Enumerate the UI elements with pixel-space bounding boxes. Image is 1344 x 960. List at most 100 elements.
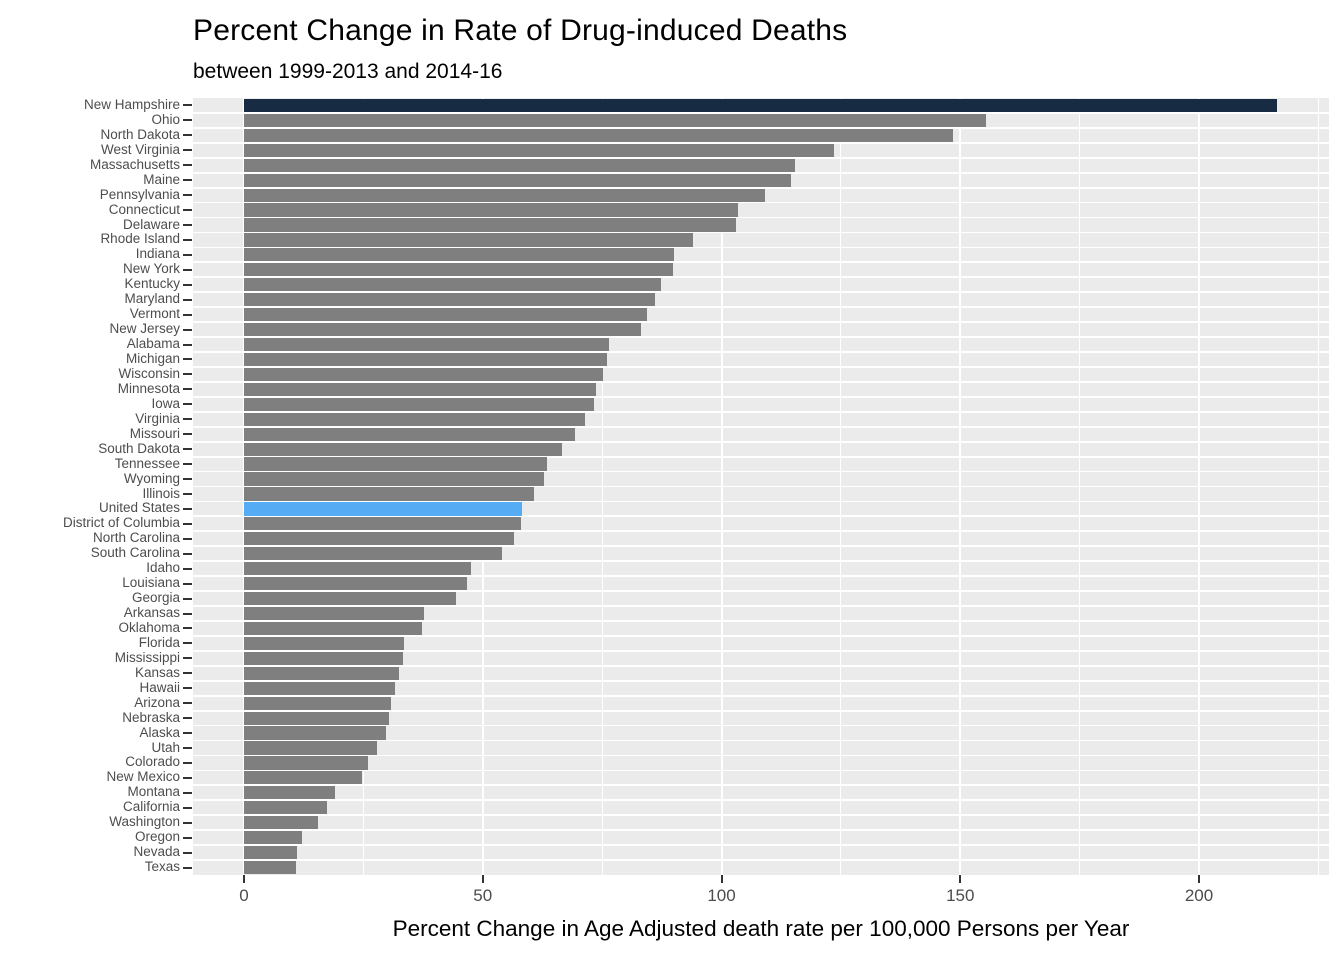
row-gridline: [193, 649, 1329, 652]
y-axis-label-hawaii: Hawaii: [139, 679, 180, 695]
y-axis-label-illinois: Illinois: [142, 485, 180, 501]
y-axis-label-montana: Montana: [127, 784, 180, 800]
row-gridline: [193, 844, 1329, 846]
row-gridline: [193, 814, 1329, 817]
row-gridline: [193, 470, 1329, 473]
y-tick-mark: [183, 388, 192, 391]
bar-united-states: [244, 502, 523, 516]
y-axis-label-kentucky: Kentucky: [124, 276, 180, 292]
y-tick-mark: [183, 433, 192, 436]
y-axis-label-tennessee: Tennessee: [114, 455, 180, 471]
bar-north-dakota: [244, 128, 953, 142]
bar-hawaii: [244, 681, 396, 695]
row-gridline: [193, 186, 1329, 189]
y-tick-mark: [183, 627, 192, 630]
y-tick-mark: [183, 522, 192, 525]
row-gridline: [193, 784, 1329, 787]
row-gridline: [193, 410, 1329, 413]
row-gridline: [193, 440, 1329, 443]
bar-south-carolina: [244, 547, 502, 561]
row-gridline: [193, 560, 1329, 563]
x-tick-label-150: 150: [946, 886, 975, 905]
y-axis-label-maine: Maine: [143, 171, 180, 187]
y-axis-tick-marks: [0, 98, 193, 875]
row-gridline: [193, 500, 1329, 503]
row-gridline: [193, 575, 1329, 578]
row-gridline: [193, 754, 1329, 757]
y-axis-label-texas: Texas: [144, 859, 180, 875]
bar-district-of-columbia: [244, 517, 521, 531]
row-gridline: [193, 126, 1329, 129]
y-tick-mark: [183, 343, 192, 346]
bar-pennsylvania: [244, 188, 765, 202]
bar-illinois: [244, 487, 534, 501]
row-gridline: [193, 381, 1329, 383]
row-gridline: [193, 724, 1329, 727]
row-gridline: [193, 515, 1329, 518]
y-axis-label-arizona: Arizona: [134, 694, 180, 710]
bar-connecticut: [244, 203, 739, 217]
x-tick-mark-100: [720, 875, 723, 883]
bar-florida: [244, 636, 404, 650]
y-tick-mark: [183, 717, 192, 720]
y-axis-label-new-jersey: New Jersey: [109, 321, 180, 337]
y-axis-label-arkansas: Arkansas: [123, 605, 180, 621]
y-tick-mark: [183, 358, 192, 361]
y-tick-mark: [183, 806, 192, 809]
bar-louisiana: [244, 577, 467, 591]
row-gridline: [193, 351, 1329, 353]
row-gridline: [193, 620, 1329, 622]
bar-georgia: [244, 591, 456, 606]
y-tick-mark: [183, 448, 192, 451]
y-axis-label-nebraska: Nebraska: [122, 709, 180, 725]
bar-washington: [244, 816, 319, 830]
y-axis-label-south-carolina: South Carolina: [90, 545, 180, 561]
bar-new-hampshire: [244, 98, 1278, 113]
y-axis-label-florida: Florida: [138, 634, 180, 650]
bar-iowa: [244, 397, 594, 411]
y-tick-mark: [183, 507, 192, 510]
bar-oregon: [244, 831, 302, 845]
y-axis-label-washington: Washington: [109, 814, 180, 830]
bar-wisconsin: [244, 367, 603, 382]
y-axis-label-wisconsin: Wisconsin: [118, 365, 180, 381]
y-axis-labels: New Hampshire Ohio North Dakota West Virgin…: [0, 97, 180, 875]
x-tick-mark-150: [959, 875, 962, 883]
y-tick-mark: [183, 194, 192, 197]
bar-alabama: [244, 337, 610, 352]
y-tick-mark: [183, 492, 192, 495]
row-gridline: [193, 156, 1329, 159]
y-axis-label-missouri: Missouri: [129, 425, 180, 441]
y-axis-label-new-york: New York: [122, 261, 180, 277]
bar-west-virginia: [244, 143, 835, 157]
y-axis-label-colorado: Colorado: [125, 754, 180, 770]
y-tick-mark: [183, 597, 192, 600]
y-tick-mark: [183, 418, 192, 421]
y-axis-label-united-states: United States: [98, 500, 180, 516]
bar-nebraska: [244, 711, 389, 725]
row-gridline: [193, 664, 1329, 667]
y-axis-label-maryland: Maryland: [124, 291, 180, 307]
bar-kentucky: [244, 278, 661, 292]
y-tick-mark: [183, 283, 192, 286]
y-tick-mark: [183, 732, 192, 735]
bar-new-mexico: [244, 771, 362, 785]
row-gridline: [193, 829, 1329, 832]
y-axis-label-rhode-island: Rhode Island: [100, 231, 180, 247]
row-gridline: [193, 291, 1329, 294]
bar-new-york: [244, 263, 674, 277]
y-tick-mark: [183, 478, 192, 481]
y-tick-mark: [183, 866, 192, 869]
y-axis-label-west-virginia: West Virginia: [100, 141, 180, 157]
bar-ohio: [244, 113, 986, 127]
bar-mississippi: [244, 651, 403, 665]
row-gridline: [193, 859, 1329, 861]
row-gridline: [193, 306, 1329, 309]
y-axis-label-district-of-columbia: District of Columbia: [62, 515, 180, 531]
bar-rhode-island: [244, 233, 694, 247]
y-tick-mark: [183, 687, 192, 690]
bar-maryland: [244, 293, 656, 307]
bar-north-carolina: [244, 532, 515, 546]
row-gridline: [193, 216, 1329, 219]
y-axis-label-massachusetts: Massachusetts: [89, 156, 180, 172]
